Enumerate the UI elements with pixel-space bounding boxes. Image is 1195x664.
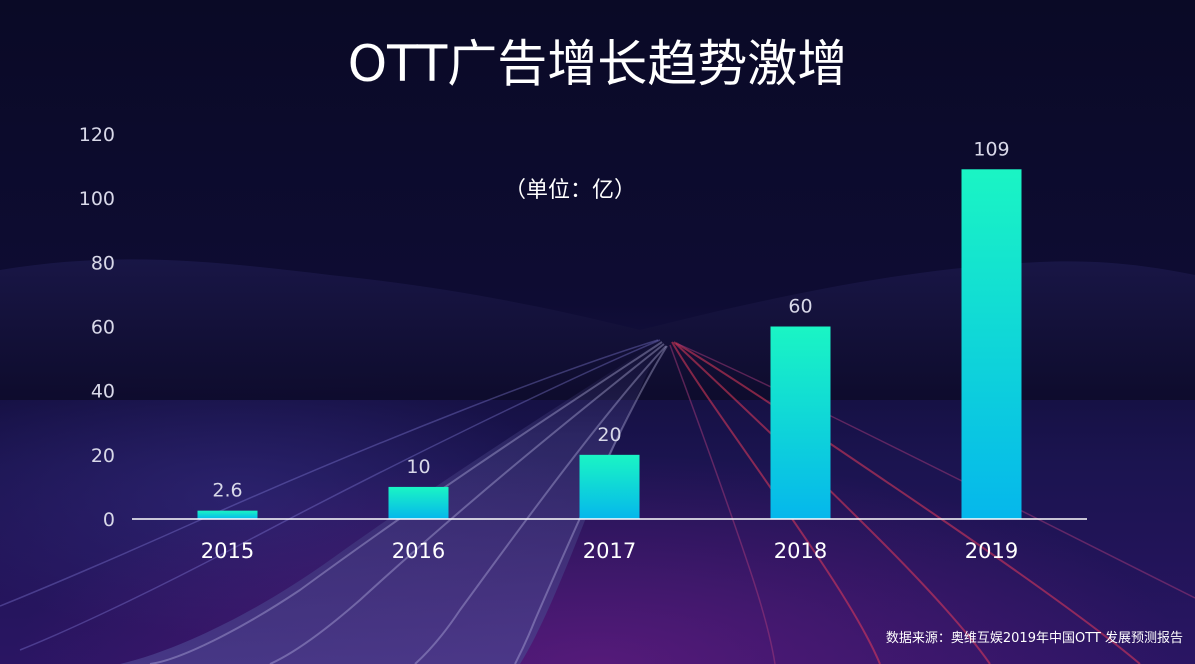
y-tick-label: 20 <box>91 445 115 467</box>
data-label: 60 <box>788 296 812 318</box>
y-tick-label: 80 <box>91 252 115 274</box>
x-tick-label: 2015 <box>201 539 254 563</box>
bar-2016 <box>388 486 449 519</box>
y-tick-label: 120 <box>79 124 115 146</box>
bar-2018 <box>770 326 831 519</box>
y-tick-label: 100 <box>79 188 115 210</box>
unit-note: （单位：亿） <box>503 178 636 203</box>
y-axis-tick-labels: 0 20 40 60 80 100 120 <box>79 124 115 531</box>
bar-2019 <box>961 169 1022 519</box>
data-label: 10 <box>406 456 430 478</box>
y-tick-label: 60 <box>91 317 115 339</box>
data-label: 2.6 <box>212 480 242 502</box>
bar-2017 <box>579 454 640 519</box>
y-tick-label: 0 <box>103 509 115 531</box>
data-source-note: 数据来源：奥维互娱2019年中国OTT 发展预测报告 <box>885 631 1183 646</box>
x-tick-label: 2019 <box>965 539 1018 563</box>
x-tick-label: 2018 <box>774 539 827 563</box>
data-labels: 2.6 10 20 60 109 <box>212 138 1009 501</box>
x-tick-label: 2017 <box>583 539 636 563</box>
y-tick-label: 40 <box>91 381 115 403</box>
bar-2015 <box>197 510 258 519</box>
bar-series <box>197 169 1022 519</box>
x-axis-tick-labels: 2015 2016 2017 2018 2019 <box>201 539 1018 563</box>
data-label: 20 <box>597 424 621 446</box>
slide-title: OTT广告增长趋势激增 <box>347 35 848 93</box>
x-tick-label: 2016 <box>392 539 445 563</box>
data-label: 109 <box>973 138 1009 160</box>
